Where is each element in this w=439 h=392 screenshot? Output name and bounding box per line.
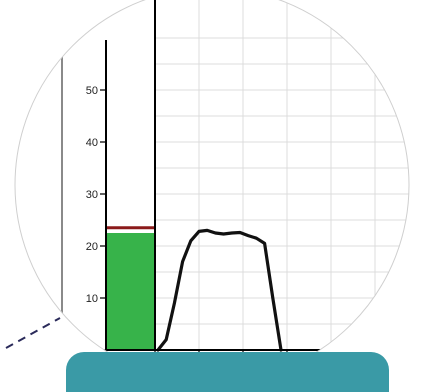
- bottom-panel[interactable]: [66, 352, 389, 392]
- level-bar: [106, 233, 155, 350]
- y-tick-label: 30: [86, 189, 98, 201]
- y-tick-label: 20: [86, 241, 98, 253]
- y-tick-label: 50: [86, 85, 98, 97]
- dashed-pointer-line: [5, 317, 61, 349]
- y-tick-label: 10: [86, 293, 98, 305]
- y-tick-label: 40: [86, 137, 98, 149]
- signal-curve: [156, 228, 283, 352]
- viewport-circle-outline: [14, 0, 410, 371]
